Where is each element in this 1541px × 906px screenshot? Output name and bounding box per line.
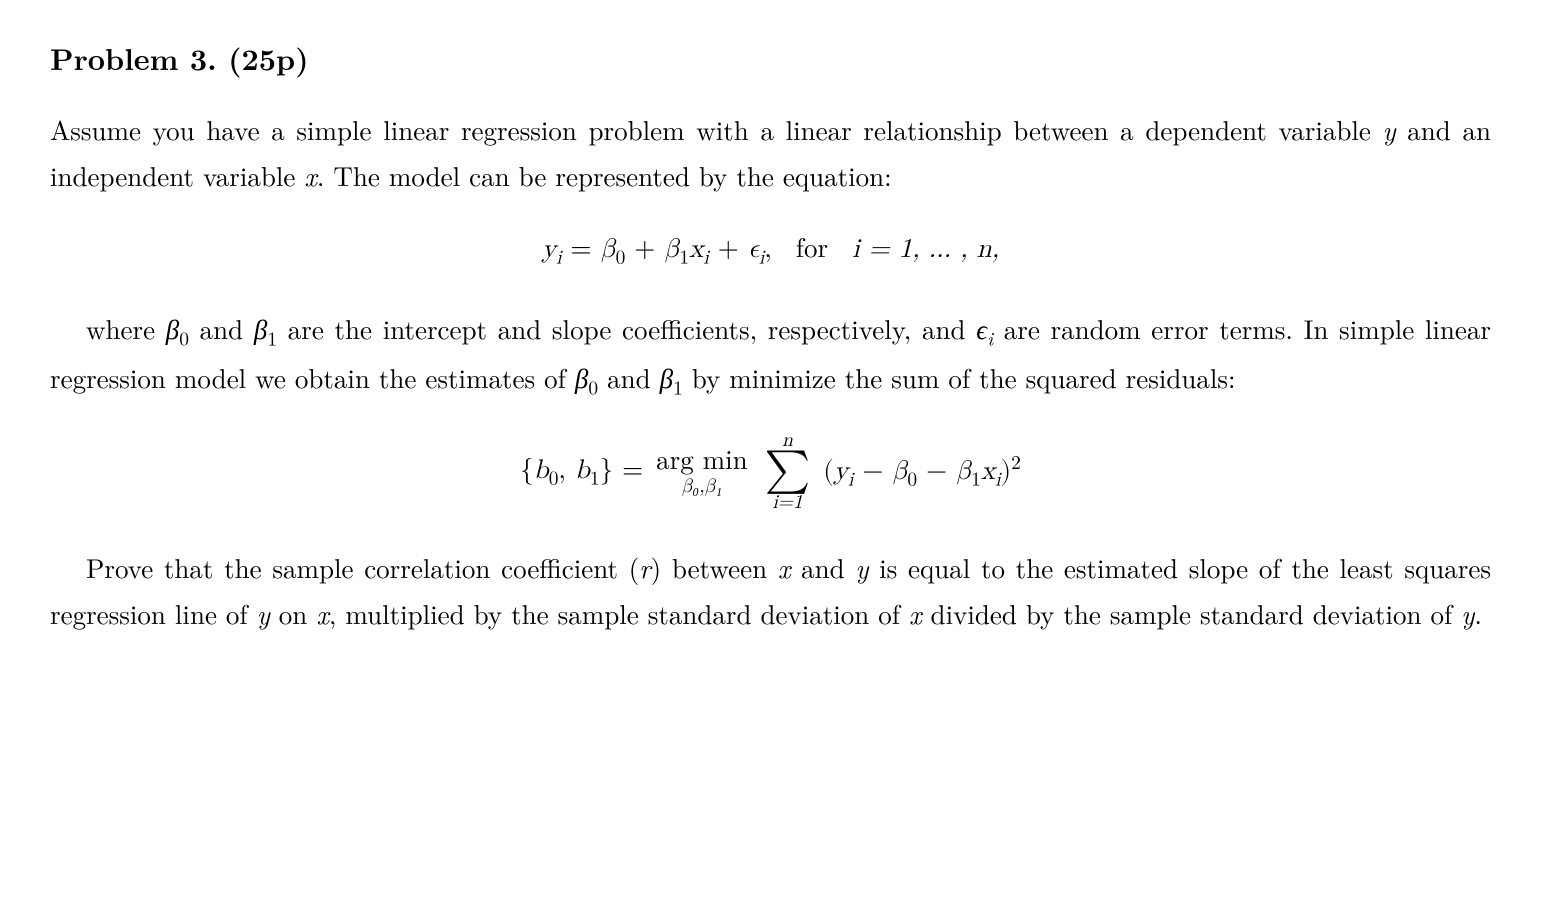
var-beta1: β	[254, 309, 267, 347]
var-beta1: β	[660, 358, 673, 396]
text: where	[86, 309, 166, 347]
var-beta0: β	[575, 358, 588, 396]
eq-sub-1: 1	[590, 469, 600, 489]
eq-open-paren: (	[823, 458, 834, 485]
eq-for-label: for	[796, 236, 828, 263]
argmin-equation: {b0, b1} = arg min β₀,β₁ n ∑ i=1 (yi − β…	[50, 431, 1491, 513]
eq-beta: β	[664, 236, 679, 263]
var-y: y	[257, 594, 270, 632]
sum-lower: i=1	[765, 493, 811, 512]
eq-sub-0: 0	[616, 247, 626, 267]
eq-sub-0: 0	[549, 469, 559, 489]
intro-paragraph: Assume you have a simple linear regressi…	[50, 107, 1491, 199]
sub-0: 0	[588, 372, 598, 400]
eq-b: b	[534, 457, 549, 484]
var-eps: ϵ	[976, 309, 987, 347]
text: by minimize the sum of the squared resid…	[683, 358, 1236, 396]
var-y: y	[1461, 594, 1474, 632]
text: .	[1474, 594, 1482, 632]
sub-0: 0	[179, 324, 189, 352]
eq-beta: β	[956, 458, 971, 485]
model-equation: yi = β0 + β1xi + ϵi,fori = 1, … , n,	[50, 227, 1491, 274]
argmin-subscript: β₀,β₁	[656, 476, 748, 496]
eq-x: x	[689, 236, 703, 263]
eq-y: y	[542, 236, 556, 263]
eq-rbrace: }	[600, 457, 614, 484]
eq-eps: ϵ	[748, 236, 759, 263]
text: , multiplied by the sample standard devi…	[329, 594, 909, 632]
eq-sub-1: 1	[679, 247, 689, 267]
eq-plus: +	[709, 236, 748, 263]
eq-equals: =	[562, 236, 601, 263]
description-paragraph: where β0 and β1 are the intercept and sl…	[50, 306, 1491, 403]
var-x: x	[909, 594, 922, 632]
sum-symbol: ∑	[765, 452, 811, 491]
text: on	[270, 594, 317, 632]
sub-1: 1	[267, 324, 277, 352]
text: ) between	[651, 548, 778, 586]
var-x: x	[778, 548, 791, 586]
text: divided by the sample standard deviation…	[922, 594, 1462, 632]
var-x: x	[316, 594, 329, 632]
text: and	[189, 309, 254, 347]
var-r: r	[639, 548, 650, 586]
argmin-operator: arg min β₀,β₁	[656, 448, 748, 497]
var-y: y	[1383, 110, 1396, 148]
eq-b: b	[575, 457, 590, 484]
eq-minus: −	[917, 458, 956, 485]
text: and	[598, 358, 660, 396]
eq-plus: +	[625, 236, 664, 263]
text: . The model can be represented by the eq…	[317, 156, 892, 194]
eq-sub-0: 0	[907, 470, 917, 490]
sum-upper: n	[765, 431, 811, 450]
eq-close-paren: )	[1001, 458, 1012, 485]
prove-paragraph: Prove that the sample correlation coeffi…	[50, 545, 1491, 637]
var-y: y	[855, 548, 868, 586]
eq-minus: −	[853, 458, 892, 485]
eq-y: y	[834, 458, 848, 485]
eq-sub-1: 1	[971, 470, 981, 490]
text: Prove that the sample correlation coeffi…	[86, 548, 639, 586]
sub-1: 1	[673, 372, 683, 400]
text: are the intercept and slope coefficients…	[277, 309, 976, 347]
eq-comma: ,	[764, 236, 772, 263]
eq-lbrace: {	[520, 457, 534, 484]
eq-x: x	[981, 458, 995, 485]
eq-equals: =	[613, 457, 643, 484]
var-x: x	[304, 156, 317, 194]
var-beta0: β	[166, 309, 179, 347]
eq-beta: β	[892, 458, 907, 485]
problem-title: Problem 3. (25p)	[50, 32, 1491, 83]
eq-beta: β	[601, 236, 616, 263]
summation: n ∑ i=1	[765, 431, 811, 513]
text: and	[790, 548, 855, 586]
argmin-label: arg min	[656, 448, 748, 476]
text: Assume you have a simple linear regressi…	[50, 110, 1383, 148]
eq-comma: ,	[558, 457, 574, 484]
eq-index-range: i = 1, … , n,	[852, 236, 999, 263]
eq-squared: 2	[1011, 453, 1021, 473]
